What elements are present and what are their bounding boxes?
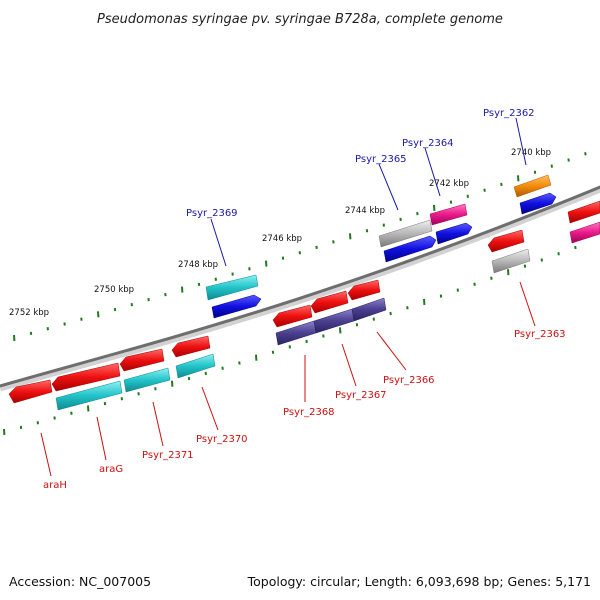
leader-psyr-2371 (152, 401, 164, 447)
map-title: Pseudomonas syringae pv. syringae B728a,… (97, 12, 503, 27)
gene-label-psyr-2367[interactable]: Psyr_2367 (335, 390, 387, 401)
gene-arrow-psyr-2371-cyan[interactable] (123, 367, 171, 393)
ruler-label-2742: 2742 kbp (429, 179, 469, 189)
accession-text: Accession: NC_007005 (9, 574, 151, 589)
leader-psyr-2365 (378, 163, 399, 211)
genome-backbone-core (0, 185, 600, 388)
gene-arrow-psyr-2369-a[interactable] (205, 274, 259, 301)
gene-label-psyr-2364[interactable]: Psyr_2364 (402, 138, 454, 149)
gene-label-psyr-2365[interactable]: Psyr_2365 (355, 154, 407, 165)
ruler-label-2750: 2750 kbp (94, 285, 134, 295)
gene-arrow-psyr-2363-gray[interactable] (491, 248, 531, 274)
gene-arrow-psyr-2364-a[interactable] (429, 203, 468, 226)
gene-label-psyr-2369[interactable]: Psyr_2369 (186, 208, 238, 219)
ruler-label-2744: 2744 kbp (345, 206, 385, 216)
gene-arrow-arag-cyan[interactable] (55, 380, 123, 411)
gene-arrow-psyr-2363[interactable] (487, 229, 525, 253)
ruler-label-2748: 2748 kbp (178, 260, 218, 270)
gene-arrow-psyr-2364-b[interactable] (435, 222, 473, 245)
leader-psyr-2369 (210, 218, 227, 267)
reverse-genes (8, 229, 531, 411)
inner-ruler (3, 245, 577, 436)
genome-stats-text: Topology: circular; Length: 6,093,698 bp… (247, 574, 591, 589)
ruler-label-2746: 2746 kbp (262, 234, 302, 244)
label-leaders (40, 117, 536, 477)
gene-arrow-psyr-2371[interactable] (119, 348, 165, 372)
gene-label-arah[interactable]: araH (43, 480, 67, 491)
forward-genes (205, 174, 600, 319)
gene-arrow-psyr-2365-b[interactable] (383, 235, 437, 263)
leader-psyr-2367 (341, 343, 357, 387)
leader-psyr-2366 (376, 331, 407, 371)
outer-ruler (13, 152, 587, 342)
gene-arrow-edge-pink[interactable] (569, 221, 600, 244)
leader-arah (40, 432, 52, 477)
gene-arrow-edge-red[interactable] (567, 200, 600, 224)
genome-backbone (0, 185, 600, 392)
gene-arrow-arag[interactable] (51, 362, 121, 392)
gene-label-psyr-2368[interactable]: Psyr_2368 (283, 407, 335, 418)
gene-label-psyr-2362[interactable]: Psyr_2362 (483, 108, 535, 119)
ruler-label-2740: 2740 kbp (511, 148, 551, 158)
ruler-label-2752: 2752 kbp (9, 308, 49, 318)
leader-psyr-2362 (515, 117, 527, 166)
gene-arrow-psyr-2368[interactable] (272, 304, 313, 328)
gene-label-psyr-2371[interactable]: Psyr_2371 (142, 450, 194, 461)
gene-arrow-psyr-2367-purple[interactable] (313, 308, 355, 334)
leader-psyr-2364 (424, 147, 441, 197)
leader-psyr-2363 (519, 281, 536, 327)
gene-arrow-psyr-2365-a[interactable] (378, 219, 433, 248)
gene-arrow-psyr-2370[interactable] (171, 335, 211, 358)
gene-label-psyr-2370[interactable]: Psyr_2370 (196, 434, 248, 445)
gene-arrow-psyr-2367[interactable] (310, 290, 349, 314)
gene-label-psyr-2363[interactable]: Psyr_2363 (514, 329, 566, 340)
gene-label-arag[interactable]: araG (99, 464, 123, 475)
leader-arag (96, 416, 107, 461)
gene-label-psyr-2366[interactable]: Psyr_2366 (383, 375, 435, 386)
gene-arrow-arah[interactable] (8, 379, 53, 404)
leader-psyr-2370 (201, 386, 219, 431)
gene-arrow-psyr-2370-cyan[interactable] (175, 353, 216, 379)
gene-arrow-psyr-2366-purple[interactable] (351, 297, 387, 322)
gene-arrow-psyr-2362-a[interactable] (513, 174, 552, 198)
gene-arrow-psyr-2362-b[interactable] (519, 192, 557, 215)
gene-arrow-psyr-2369-b[interactable] (211, 294, 262, 319)
gene-arrow-psyr-2366[interactable] (347, 279, 381, 301)
